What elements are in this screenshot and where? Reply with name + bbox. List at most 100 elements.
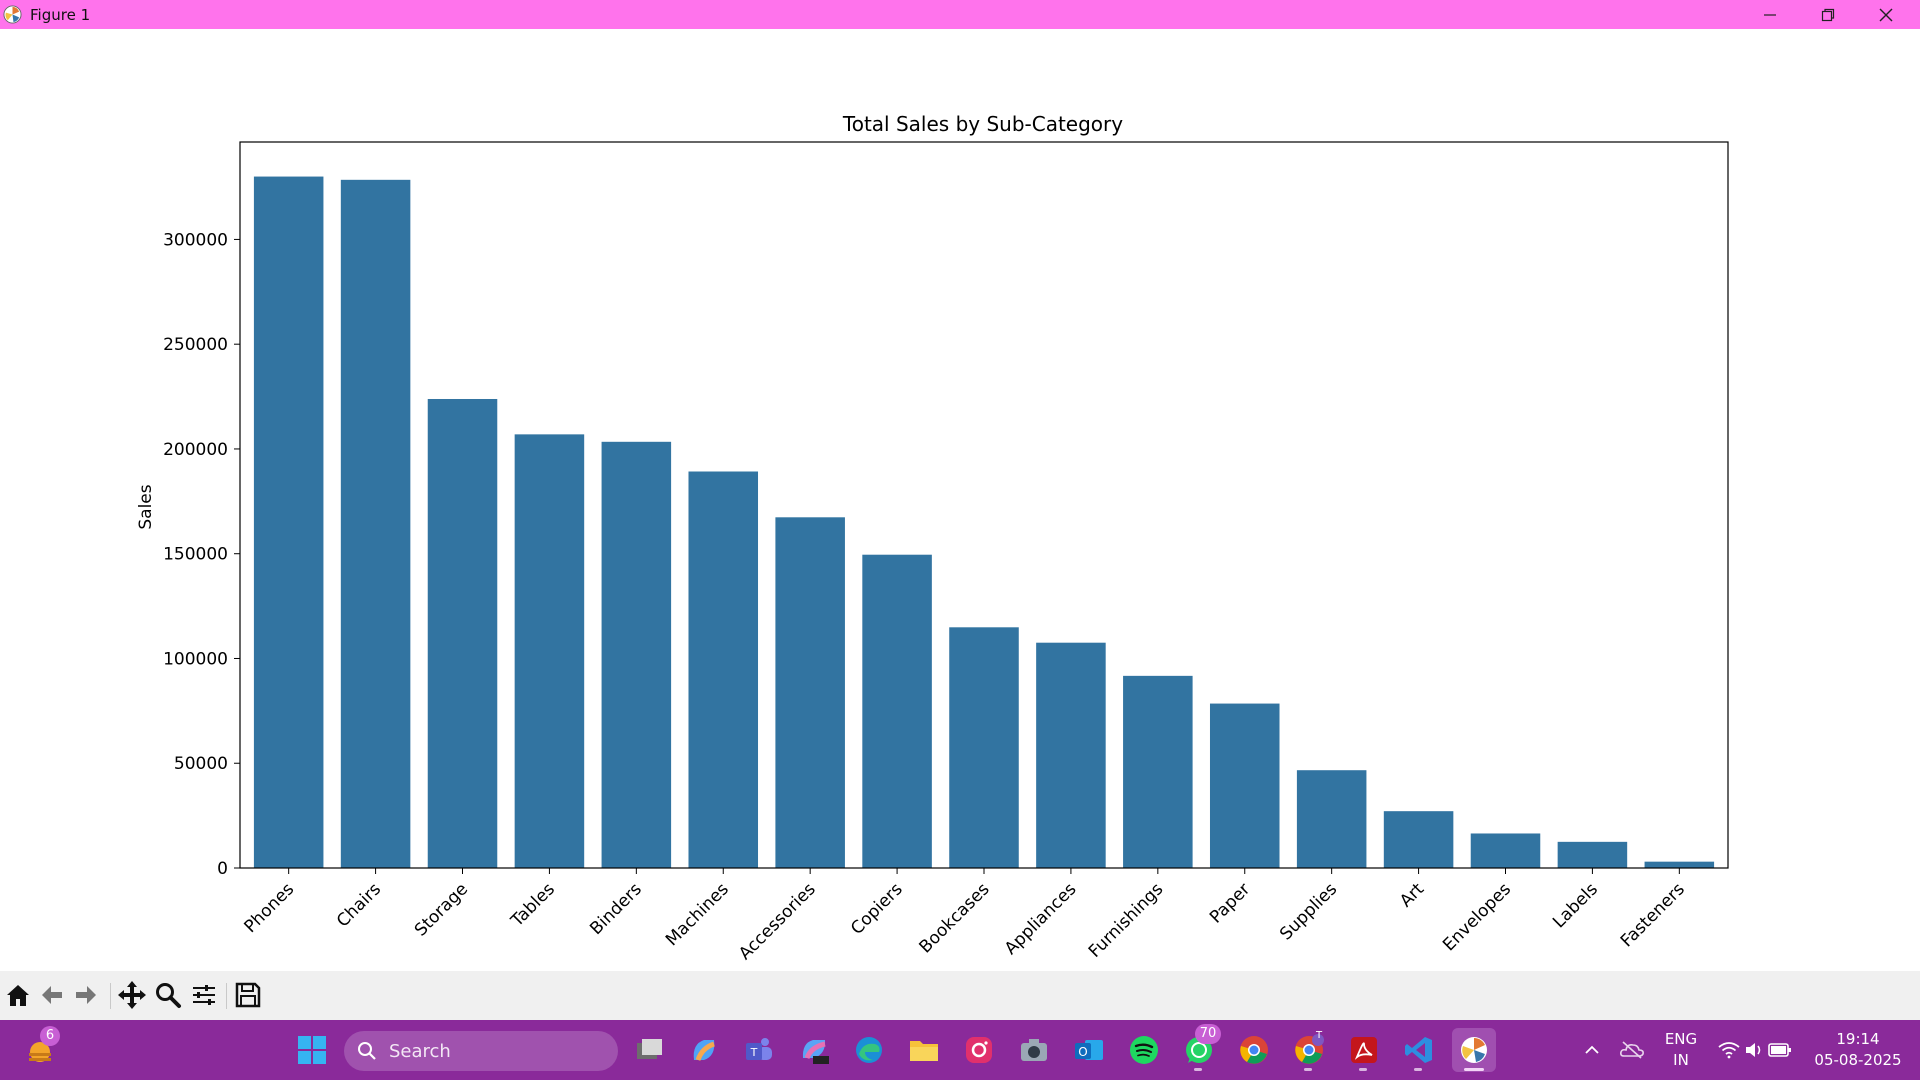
x-tick-label: Tables [507,879,559,931]
copilot-icon [693,1040,715,1061]
instagram-button[interactable] [957,1028,1001,1072]
pan-button[interactable] [116,979,148,1011]
running-indicator [1194,1068,1202,1071]
clock-time[interactable]: 19:14 [1836,1030,1880,1048]
bar-binders [601,441,672,868]
vscode-button[interactable] [1397,1028,1441,1072]
home-icon [7,985,29,1006]
bar-paper [1209,703,1280,868]
matplotlib-app-icon [3,5,22,24]
start-button[interactable] [290,1028,334,1072]
wifi-icon [1718,1042,1740,1059]
save-icon [235,982,261,1008]
figure-canvas[interactable]: Total Sales by Sub-Category Sales 0 50000… [0,29,1920,971]
folder-icon [910,1041,938,1061]
y-axis: 0 50000 100000 150000 200000 250000 300000 [163,230,240,879]
x-tick-label: Supplies [1276,879,1341,944]
x-axis: Phones Chairs Storage Tables Binders Machines… [241,868,1689,964]
language-indicator-line1[interactable]: ENG [1664,1030,1698,1048]
x-tick-label: Appliances [1001,879,1081,959]
close-button[interactable] [1857,0,1915,29]
y-tick-label: 200000 [163,440,228,460]
matplotlib-icon [1461,1037,1487,1063]
chevron-up-icon [1585,1045,1599,1054]
x-tick-label: Phones [241,879,299,937]
bar-envelopes [1470,833,1541,868]
camera-button[interactable] [1012,1028,1056,1072]
chrome-profile-button[interactable]: T [1287,1028,1331,1072]
pan-icon [118,981,146,1009]
x-tick-label: Fasteners [1617,879,1689,951]
restore-icon [1821,8,1835,21]
quick-settings-button[interactable] [1714,1028,1794,1072]
running-indicator [1359,1068,1367,1071]
task-view-icon [637,1039,662,1059]
x-tick-label: Furnishings [1085,879,1168,962]
vscode-icon [1405,1037,1432,1063]
whatsapp-button[interactable]: 70 [1177,1024,1221,1072]
edge-button[interactable] [847,1028,891,1072]
window-titlebar[interactable]: Figure 1 [0,0,1920,29]
window-title: Figure 1 [30,6,91,24]
bar-chart: Total Sales by Sub-Category Sales 0 50000… [136,112,1729,964]
outlook-icon: O [1075,1040,1103,1060]
copilot-button[interactable] [682,1028,726,1072]
bar-bookcases [949,627,1019,868]
zoom-button[interactable] [152,979,184,1011]
onedrive-button[interactable] [1612,1028,1652,1072]
bar-labels [1557,841,1628,868]
bar-tables [514,434,585,868]
x-tick-label: Bookcases [916,879,994,957]
bar-appliances [1036,642,1106,868]
chrome-button[interactable] [1232,1028,1276,1072]
svg-text:O: O [1078,1045,1087,1059]
acrobat-button[interactable] [1342,1028,1386,1072]
show-hidden-icons-button[interactable] [1570,1028,1614,1072]
task-view-button[interactable] [627,1028,671,1072]
bar-art [1383,811,1454,868]
bar-supplies [1296,770,1367,868]
outlook-button[interactable]: O [1067,1028,1111,1072]
configure-subplots-button[interactable] [188,979,220,1011]
home-button[interactable] [2,979,34,1011]
zoom-icon [156,983,181,1008]
y-tick-label: 50000 [174,754,228,774]
running-indicator [1304,1068,1312,1071]
x-tick-label: Machines [662,879,733,950]
acrobat-icon [1351,1037,1377,1063]
search-placeholder: Search [389,1041,451,1062]
teams-button[interactable]: T [737,1028,781,1072]
forward-button[interactable] [70,979,102,1011]
x-tick-label: Storage [411,879,472,940]
widgets-button[interactable]: 6 [18,1026,62,1072]
matplotlib-taskbar-button[interactable] [1452,1028,1496,1072]
y-tick-label: 300000 [163,230,228,250]
language-indicator-line2[interactable]: IN [1673,1051,1689,1069]
restore-button[interactable] [1799,0,1857,29]
y-tick-label: 100000 [163,649,228,669]
bar-copiers [862,554,932,868]
weather-widget-icon [29,1042,51,1062]
chrome-profile-icon [1295,1034,1324,1064]
x-tick-label: Binders [586,879,646,939]
save-button[interactable] [232,979,264,1011]
bar-storage [427,398,498,868]
onedrive-offline-icon [1620,1041,1644,1059]
camera-icon [1021,1039,1047,1061]
clock-date[interactable]: 05-08-2025 [1814,1051,1902,1069]
volume-icon [1746,1043,1761,1057]
taskbar-search-box[interactable]: Search [344,1031,618,1071]
back-arrow-icon [42,986,62,1004]
y-tick-label: 0 [217,859,228,879]
y-tick-label: 250000 [163,335,228,355]
minimize-icon [1764,13,1776,16]
m365-copilot-button[interactable] [792,1028,836,1072]
minimize-button[interactable] [1741,0,1799,29]
spotify-button[interactable] [1122,1028,1166,1072]
file-explorer-button[interactable] [902,1028,946,1072]
y-tick-label: 150000 [163,545,228,565]
bar-fasteners [1644,861,1715,868]
x-tick-label: Copiers [847,879,907,939]
back-button[interactable] [36,979,68,1011]
instagram-icon [966,1037,992,1063]
